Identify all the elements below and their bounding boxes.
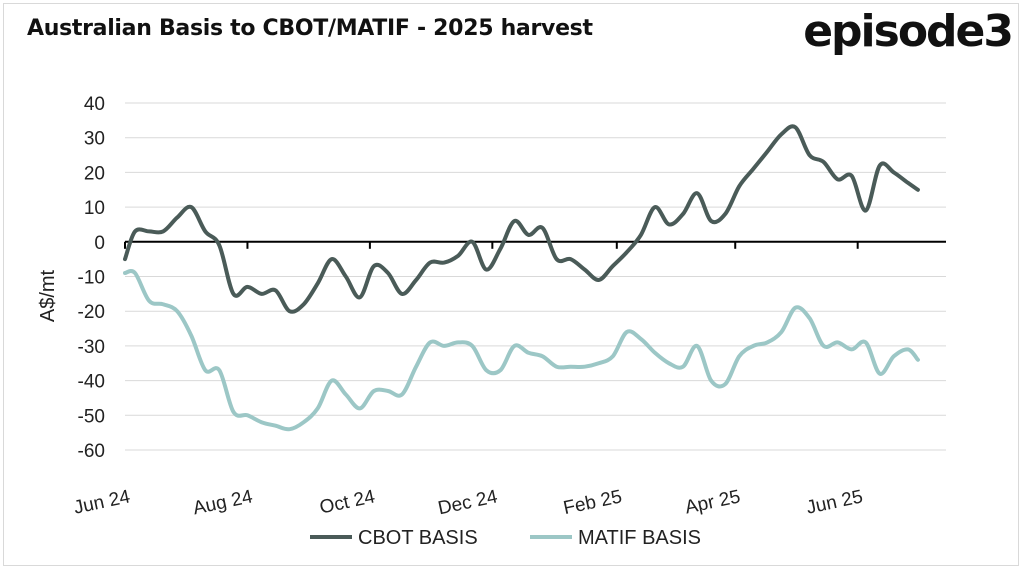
y-tick-label: 10 (84, 198, 105, 219)
x-tick-label: Dec 24 (436, 486, 500, 519)
y-tick-label: -20 (78, 302, 105, 323)
legend: CBOT BASIS MATIF BASIS (310, 527, 701, 549)
x-tick-label: Feb 25 (562, 486, 624, 519)
series-lines (123, 124, 920, 432)
series-line-cbot (123, 124, 920, 314)
y-axis-label: A$/mt (37, 269, 59, 322)
y-tick-label: 20 (84, 163, 105, 184)
legend-label: MATIF BASIS (578, 527, 701, 549)
y-tick-label: 40 (84, 94, 105, 115)
y-tick-label: -40 (78, 372, 105, 393)
y-tick-label: -30 (78, 337, 105, 358)
x-tick-label: Apr 25 (683, 486, 742, 518)
y-axis-ticks: 40 30 20 10 0 -10 -20 -30 -40 -50 -60 (78, 94, 105, 462)
y-tick-label: -60 (78, 441, 105, 462)
brand-logo: episode3 (803, 6, 1014, 57)
y-tick-label: 30 (84, 129, 105, 150)
x-tick-label: Jun 24 (72, 486, 133, 518)
y-tick-label: 0 (94, 233, 105, 254)
y-tick-label: -50 (78, 406, 105, 427)
chart-frame (3, 3, 1019, 566)
x-tick-label: Oct 24 (318, 486, 378, 518)
series-line-matif (123, 268, 920, 432)
x-tick-label: Aug 24 (191, 486, 255, 519)
y-tick-label: -10 (78, 268, 105, 289)
legend-label: CBOT BASIS (358, 527, 478, 549)
chart-title: Australian Basis to CBOT/MATIF - 2025 ha… (27, 16, 593, 41)
x-tick-label: Jun 25 (805, 486, 865, 518)
gridlines (125, 102, 946, 451)
